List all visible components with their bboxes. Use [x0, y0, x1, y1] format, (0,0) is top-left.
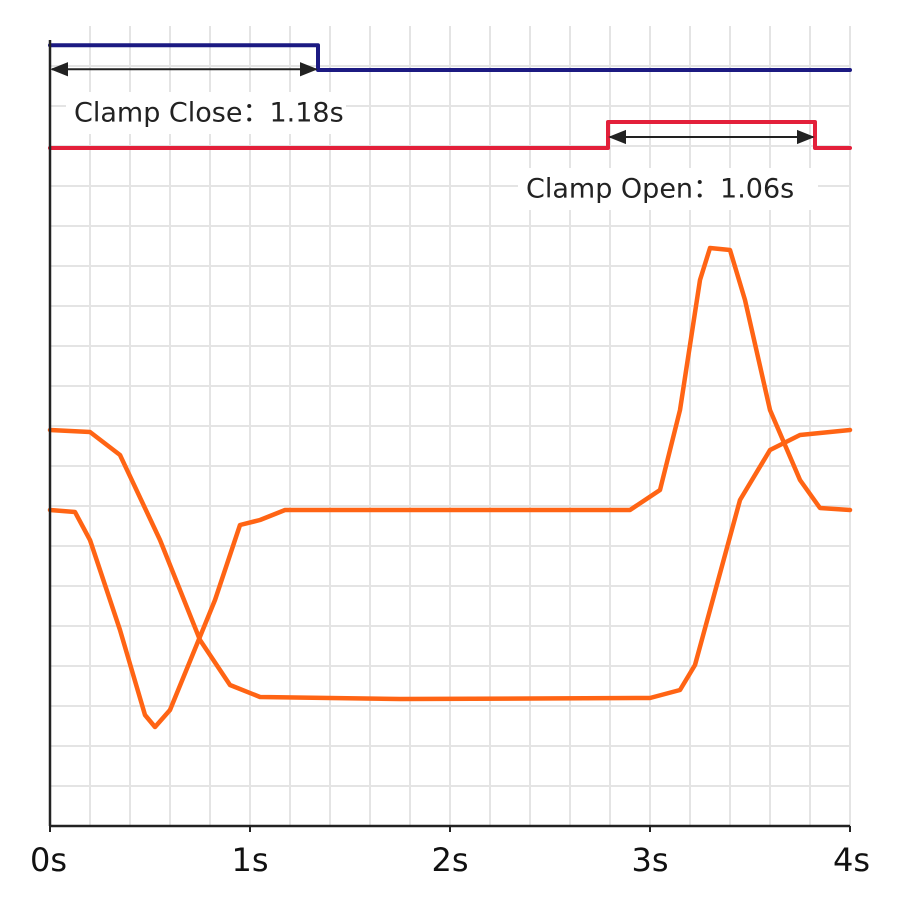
series-line [48, 120, 852, 150]
x-tick-label: 3s [631, 841, 668, 879]
annotation-background [518, 168, 818, 210]
x-tick-label: 4s [833, 841, 870, 879]
series-line [48, 43, 852, 72]
series-line [47, 245, 853, 730]
annotation: Clamp Close：1.18s [74, 98, 344, 129]
lines [47, 43, 853, 730]
annotations: Clamp Close：1.18s Clamp Open：1.06s [50, 61, 818, 210]
x-tick-label: 2s [431, 841, 468, 879]
annotation: Clamp Open：1.06s [526, 174, 794, 205]
annotation-background [66, 92, 346, 134]
axes: 0s 1s 2s 3s 4s [30, 40, 870, 879]
grid [50, 26, 851, 826]
series-line [47, 427, 853, 702]
x-tick-label: 1s [231, 841, 268, 879]
x-tick-label: 0s [30, 841, 67, 879]
